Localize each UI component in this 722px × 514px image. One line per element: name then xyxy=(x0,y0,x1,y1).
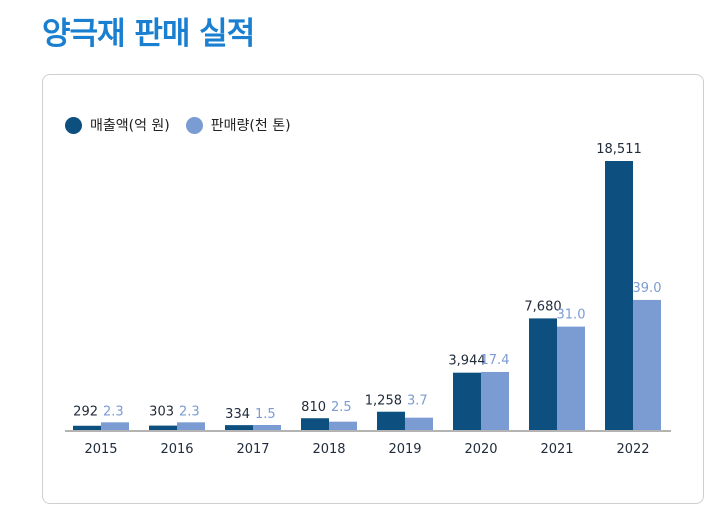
value-label-revenue-2015: 292 xyxy=(73,404,98,419)
value-label-revenue-2019: 1,258 xyxy=(365,394,402,409)
x-tick-label-2017: 2017 xyxy=(236,442,269,457)
x-tick-label-2015: 2015 xyxy=(84,442,117,457)
x-tick-label-2022: 2022 xyxy=(616,442,649,457)
value-label-volume-2020: 17.4 xyxy=(481,353,510,368)
bar-revenue-2015 xyxy=(73,425,101,430)
bar-volume-2021 xyxy=(557,326,585,430)
value-label-volume-2017: 1.5 xyxy=(255,407,276,422)
legend-swatch-volume xyxy=(185,116,203,134)
value-label-volume-2022: 39.0 xyxy=(633,281,662,296)
legend-label-revenue: 매출액(억 원) xyxy=(90,118,170,134)
legend-label-volume: 판매량(천 톤) xyxy=(210,118,291,134)
bar-volume-2015 xyxy=(101,422,129,430)
value-label-volume-2021: 31.0 xyxy=(557,308,586,323)
value-label-revenue-2021: 7,680 xyxy=(524,299,561,314)
value-label-revenue-2016: 303 xyxy=(149,404,174,419)
value-label-revenue-2020: 3,944 xyxy=(448,354,485,369)
bar-revenue-2018 xyxy=(301,418,329,430)
value-label-volume-2019: 3.7 xyxy=(407,394,428,409)
x-tick-label-2018: 2018 xyxy=(312,442,345,457)
bar-volume-2017 xyxy=(253,424,281,430)
value-label-volume-2016: 2.3 xyxy=(179,404,200,419)
bar-revenue-2017 xyxy=(225,425,253,430)
value-label-revenue-2022: 18,511 xyxy=(596,142,642,157)
bar-revenue-2016 xyxy=(149,425,177,430)
value-label-revenue-2017: 334 xyxy=(225,407,250,422)
x-tick-label-2016: 2016 xyxy=(160,442,193,457)
bar-revenue-2020 xyxy=(453,372,481,430)
bar-chart: 292 2.3 2015 303 2.3 2016 334 1.5 2017 810 2.5 2018… xyxy=(65,142,671,457)
x-tick-label-2020: 2020 xyxy=(464,442,497,457)
bar-volume-2018 xyxy=(329,421,357,430)
bar-volume-2022 xyxy=(633,299,661,430)
x-tick-label-2021: 2021 xyxy=(540,442,573,457)
legend: 매출액(억 원) 판매량(천 톤) xyxy=(65,115,291,135)
legend-swatch-revenue xyxy=(65,116,82,134)
bar-revenue-2021 xyxy=(529,318,557,430)
bar-revenue-2022 xyxy=(605,161,633,430)
bar-revenue-2019 xyxy=(377,411,405,430)
legend-item-volume: 판매량(천 톤) xyxy=(185,115,291,135)
value-label-volume-2015: 2.3 xyxy=(103,404,124,419)
bar-volume-2020 xyxy=(481,371,509,430)
bar-volume-2016 xyxy=(177,422,205,430)
value-label-revenue-2018: 810 xyxy=(301,400,326,415)
chart-card: 매출액(억 원) 판매량(천 톤) 292 2.3 2015 303 2.3 2016 33… xyxy=(42,74,704,504)
value-label-volume-2018: 2.5 xyxy=(331,400,352,415)
bar-volume-2019 xyxy=(405,417,433,430)
legend-item-revenue: 매출액(억 원) xyxy=(65,115,170,135)
page-title: 양극재 판매 실적 xyxy=(42,16,255,52)
x-tick-label-2019: 2019 xyxy=(388,442,421,457)
